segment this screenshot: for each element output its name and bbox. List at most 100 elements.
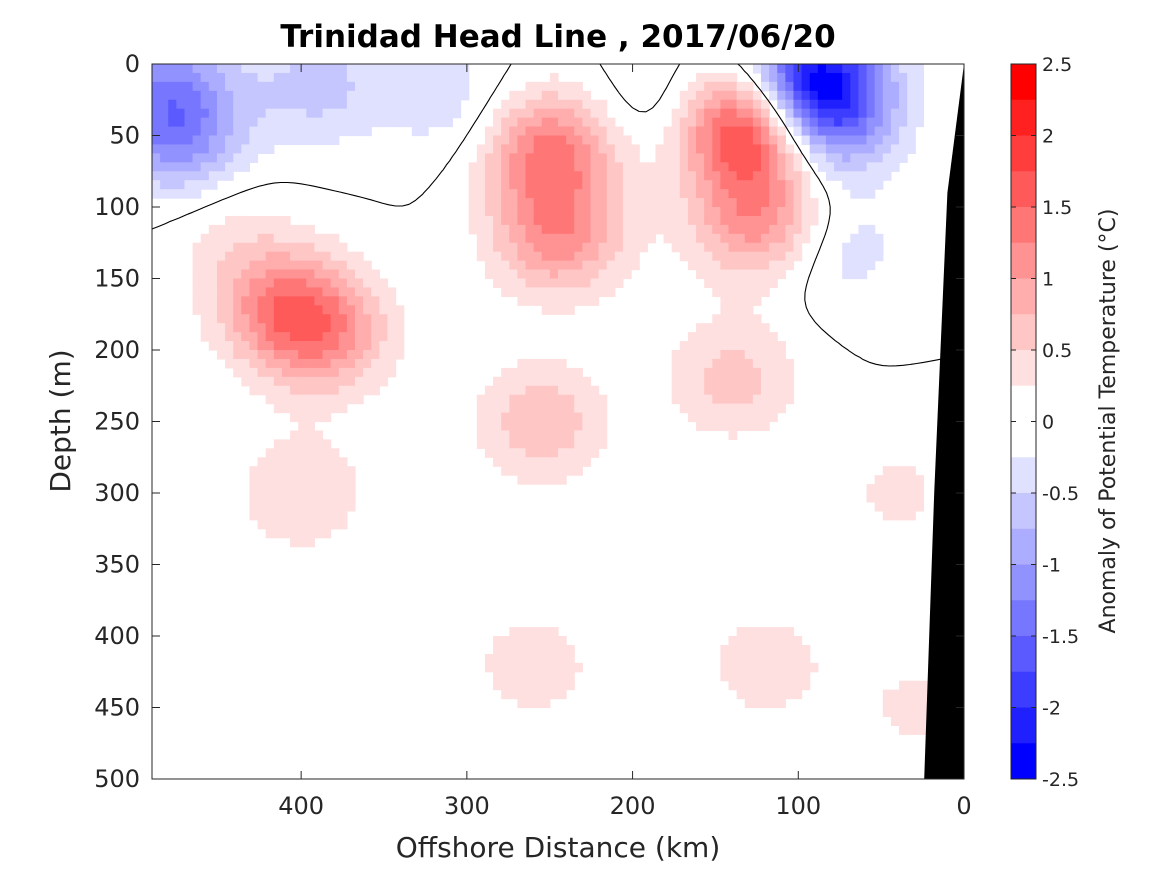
- field-cell: [785, 385, 795, 396]
- field-cell: [850, 135, 860, 146]
- field-cell: [566, 296, 575, 306]
- field-cell: [728, 662, 738, 673]
- field-cell: [720, 72, 730, 83]
- field-cell: [769, 260, 778, 271]
- field-cell: [769, 117, 778, 128]
- field-cell: [631, 251, 640, 262]
- field-cell: [517, 108, 527, 119]
- field-cell: [281, 287, 291, 297]
- field-cell: [558, 135, 567, 146]
- field-cell: [436, 99, 445, 110]
- field-cell: [736, 189, 746, 199]
- field-cell: [273, 81, 283, 92]
- field-cell: [541, 305, 551, 315]
- field-cell: [785, 99, 795, 110]
- field-cell: [671, 367, 681, 378]
- field-cell: [720, 81, 730, 92]
- field-cell: [200, 296, 210, 306]
- field-cell: [346, 350, 356, 360]
- field-cell: [330, 117, 340, 128]
- field-cell: [509, 99, 518, 110]
- field-cell: [176, 135, 186, 146]
- field-cell: [241, 162, 251, 172]
- field-cell: [322, 475, 332, 485]
- field-cell: [582, 457, 592, 467]
- colorbar-tick-label: 0: [1042, 412, 1054, 434]
- field-cell: [769, 135, 778, 146]
- field-cell: [541, 296, 551, 306]
- field-cell: [241, 367, 251, 378]
- field-cell: [298, 126, 307, 137]
- field-cell: [590, 108, 600, 119]
- field-cell: [647, 171, 657, 181]
- field-cell: [541, 260, 551, 271]
- field-cell: [777, 162, 786, 172]
- field-cell: [249, 99, 259, 110]
- field-cell: [322, 260, 332, 271]
- field-cell: [761, 251, 770, 262]
- field-cell: [330, 287, 340, 297]
- field-cell: [704, 358, 713, 369]
- field-cell: [915, 99, 924, 110]
- field-cell: [273, 367, 283, 378]
- field-cell: [769, 644, 778, 655]
- field-cell: [501, 421, 510, 432]
- field-cell: [525, 153, 535, 163]
- field-cell: [298, 510, 307, 521]
- field-cell: [598, 180, 608, 190]
- field-cell: [411, 64, 421, 74]
- field-cell: [899, 72, 908, 83]
- field-cell: [687, 251, 697, 262]
- field-cell: [874, 90, 884, 101]
- field-cell: [273, 439, 283, 449]
- field-cell: [363, 81, 372, 92]
- field-cell: [395, 81, 405, 92]
- field-cell: [907, 689, 916, 700]
- field-cell: [752, 278, 762, 289]
- field-cell: [712, 81, 721, 92]
- field-cell: [671, 215, 681, 226]
- field-cell: [890, 493, 900, 503]
- field-cell: [208, 251, 218, 262]
- field-cell: [517, 144, 527, 154]
- field-cell: [890, 510, 900, 521]
- field-cell: [785, 117, 795, 128]
- field-cell: [752, 332, 762, 342]
- field-cell: [257, 501, 267, 512]
- field-cell: [541, 81, 551, 92]
- field-cell: [899, 117, 908, 128]
- field-cell: [890, 466, 900, 476]
- field-cell: [541, 180, 551, 190]
- field-cell: [216, 126, 226, 137]
- field-cell: [907, 108, 916, 119]
- field-cell: [192, 162, 202, 172]
- field-cell: [549, 189, 559, 199]
- field-cell: [208, 171, 218, 181]
- field-cell: [574, 385, 583, 396]
- field-cell: [785, 72, 795, 83]
- field-cell: [582, 251, 592, 262]
- field-cell: [679, 350, 689, 360]
- field-cell: [541, 233, 551, 244]
- field-cell: [152, 153, 161, 163]
- field-cell: [541, 269, 551, 280]
- field-cell: [761, 671, 770, 682]
- field-cell: [842, 153, 851, 163]
- field-cell: [509, 412, 518, 423]
- field-cell: [460, 81, 470, 92]
- field-cell: [476, 233, 486, 244]
- field-cell: [663, 153, 673, 163]
- field-cell: [257, 108, 267, 119]
- field-cell: [679, 224, 689, 235]
- field-cell: [484, 242, 494, 253]
- field-cell: [346, 90, 356, 101]
- field-cell: [574, 171, 583, 181]
- field-cell: [744, 653, 754, 664]
- field-cell: [379, 72, 389, 83]
- field-cell: [687, 99, 697, 110]
- field-cell: [395, 350, 405, 360]
- field-cell: [290, 99, 299, 110]
- field-cell: [549, 260, 559, 271]
- field-cell: [338, 99, 348, 110]
- field-cell: [338, 64, 348, 74]
